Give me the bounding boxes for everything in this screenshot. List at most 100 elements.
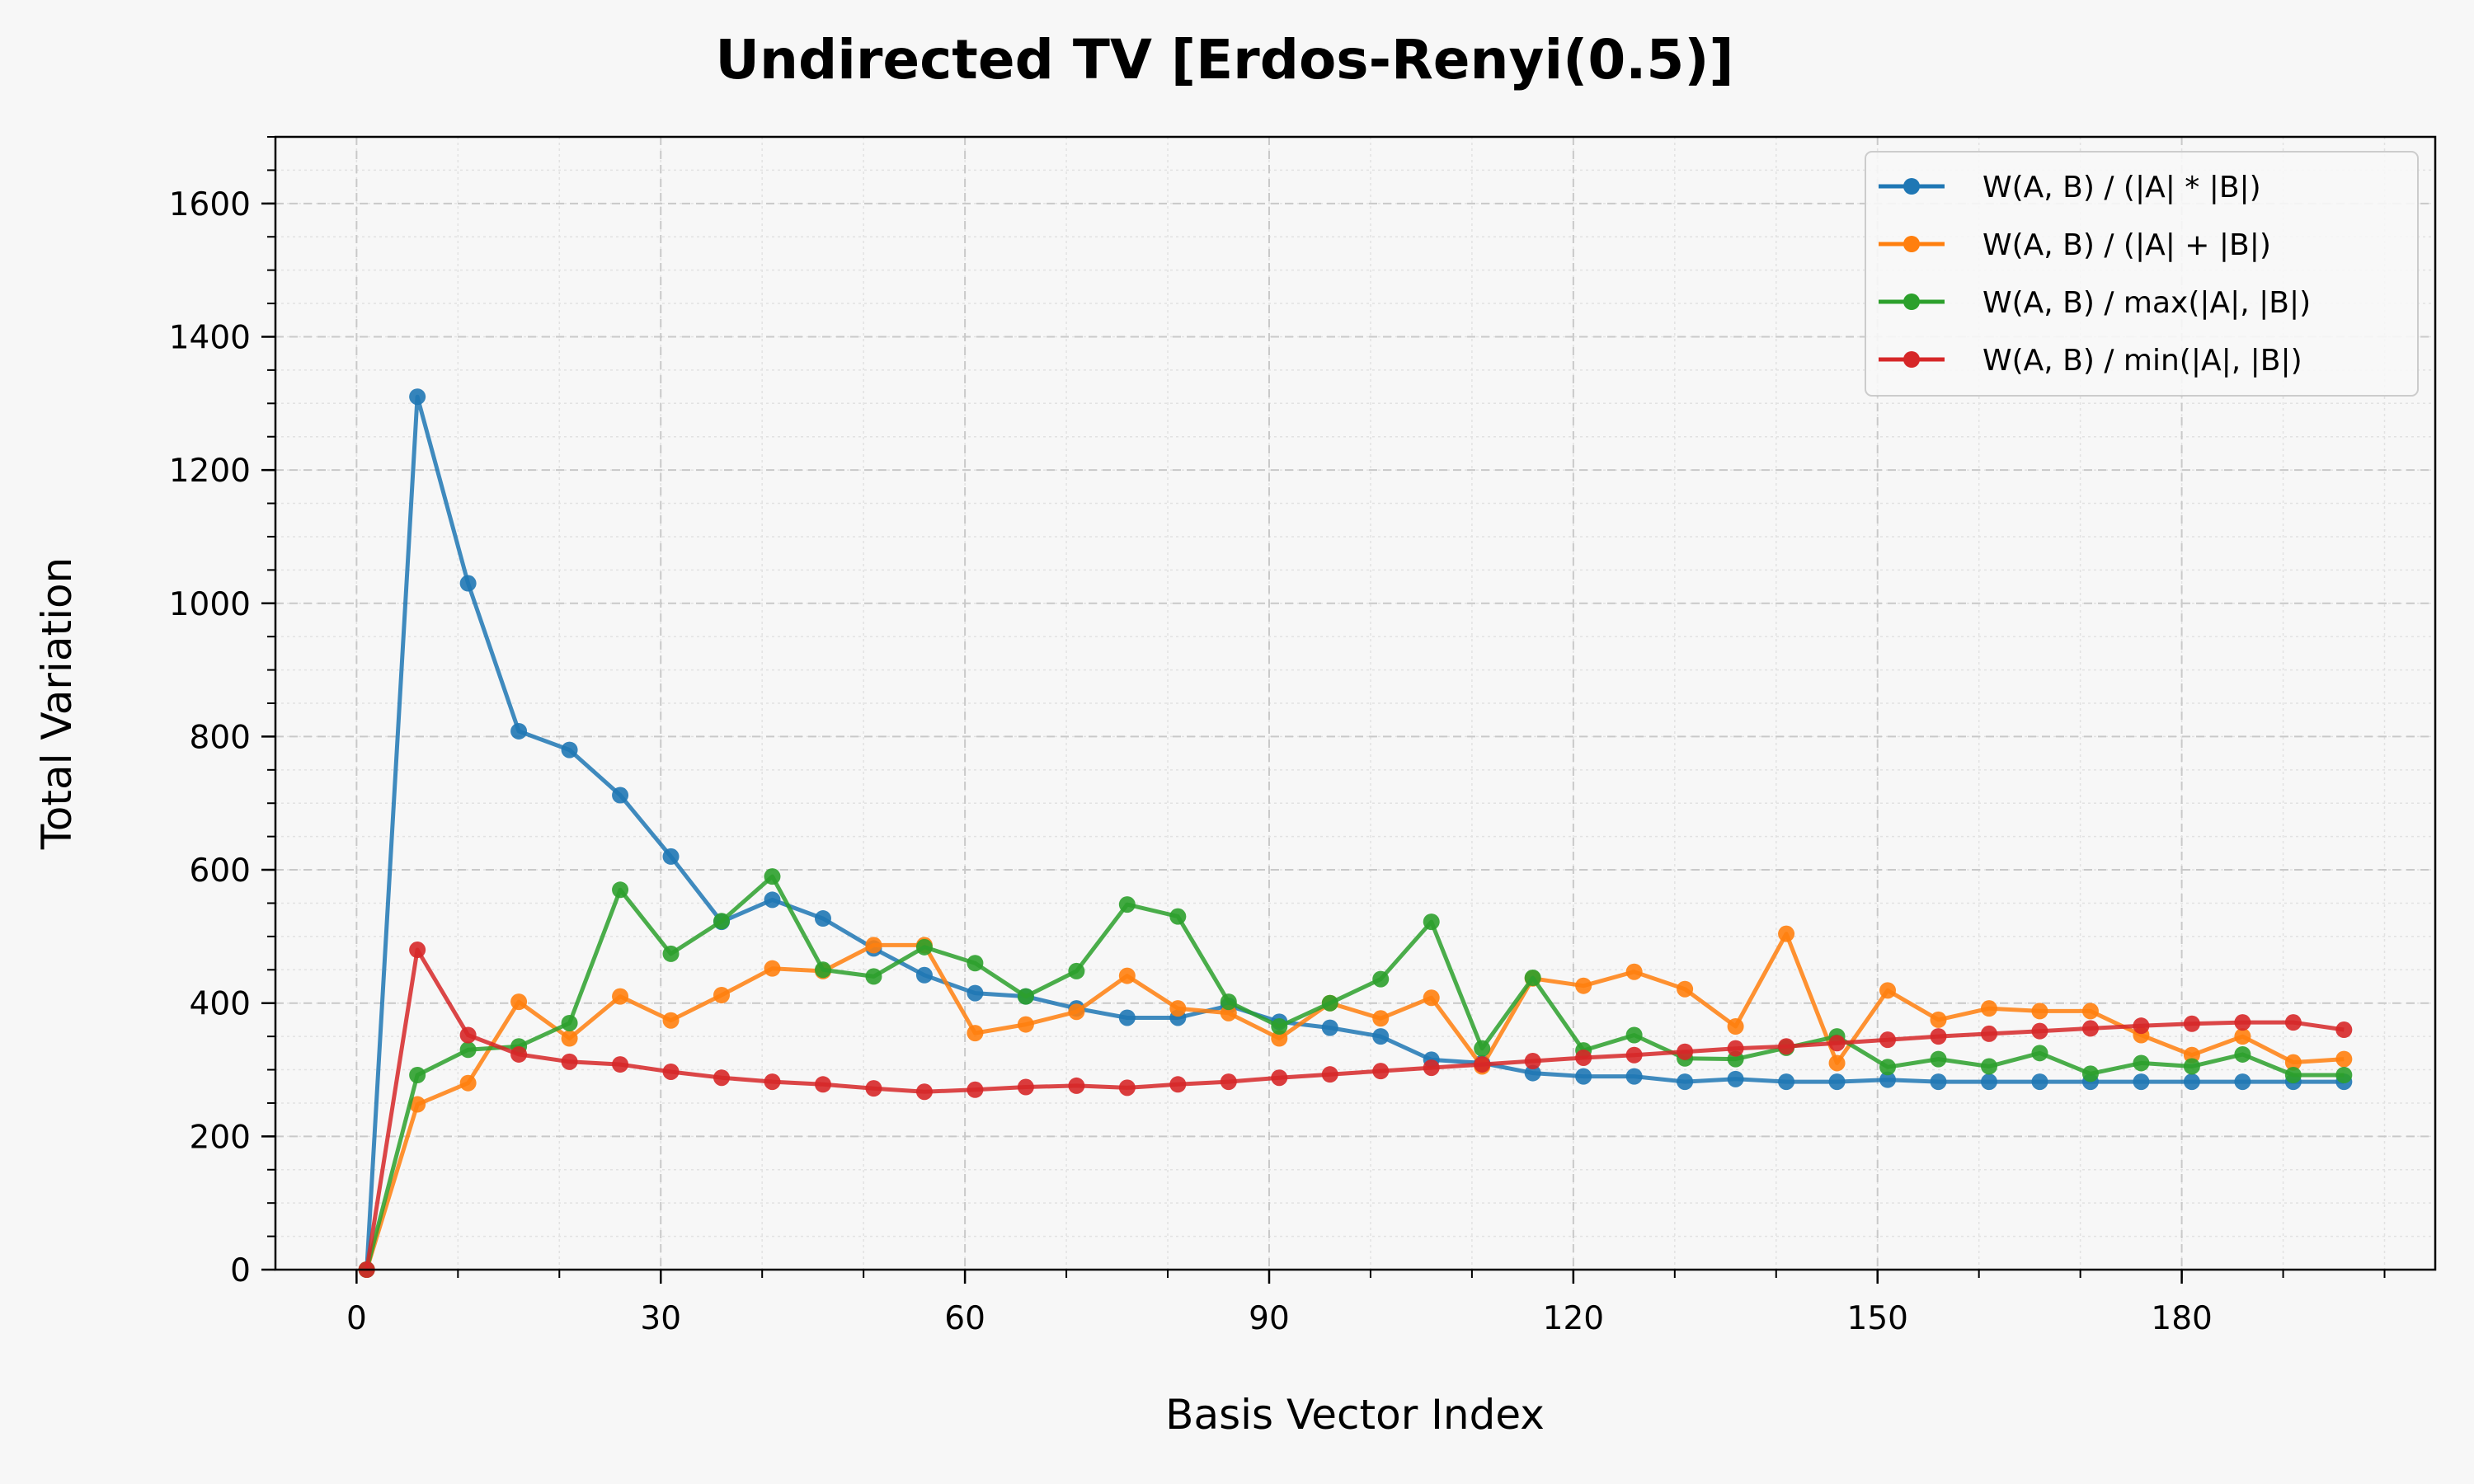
data-point [915, 938, 933, 956]
data-point [1068, 1077, 1085, 1094]
data-point [865, 1080, 882, 1097]
data-point [2183, 1046, 2200, 1064]
data-point [1879, 1059, 1897, 1076]
data-point [1980, 1058, 1997, 1075]
data-point [1575, 1049, 1592, 1066]
series-line [365, 394, 2345, 1270]
legend-marker [1903, 178, 1920, 195]
data-point [1372, 970, 1390, 988]
data-point [409, 1066, 426, 1083]
data-point [2284, 1014, 2302, 1031]
y-axis-label: Total Variation [33, 557, 81, 851]
data-point [2335, 1050, 2353, 1068]
data-point [1930, 1011, 1947, 1028]
y-tick-label: 1600 [169, 186, 251, 223]
data-point [2081, 1020, 2099, 1037]
data-point [1169, 1076, 1187, 1093]
series-line [365, 947, 2345, 1270]
data-point [1879, 1031, 1897, 1049]
data-point [2031, 1022, 2048, 1040]
x-tick-label: 180 [2151, 1300, 2212, 1337]
data-point [814, 961, 831, 979]
data-point [915, 1083, 933, 1101]
data-point [409, 388, 426, 406]
data-point [2031, 1045, 2048, 1062]
data-point [1575, 977, 1592, 994]
data-point [1423, 1059, 1440, 1077]
data-point [459, 575, 477, 592]
data-point [2335, 1066, 2353, 1083]
data-point [1524, 969, 1541, 986]
data-point [2335, 1021, 2353, 1039]
data-point [1778, 1073, 1795, 1091]
legend-marker [1903, 294, 1920, 310]
data-point [1321, 994, 1338, 1012]
data-point [1474, 1056, 1491, 1073]
data-point [1118, 1079, 1136, 1097]
data-point [1930, 1073, 1947, 1091]
data-point [1778, 925, 1795, 942]
legend: W(A, B) / (|A| * |B|) W(A, B) / (|A| + |B… [1865, 151, 2419, 397]
y-tick-label: 600 [190, 852, 251, 890]
data-point [1524, 1064, 1541, 1082]
data-point [1372, 1063, 1390, 1080]
data-point [865, 968, 882, 985]
series-4 [358, 942, 2353, 1278]
x-tick-label: 90 [1249, 1300, 1290, 1337]
data-point [612, 1056, 629, 1073]
x-tick-label: 120 [1543, 1300, 1604, 1337]
data-point [713, 1069, 731, 1087]
data-point [764, 868, 781, 885]
data-point [409, 1096, 426, 1113]
data-point [2081, 1003, 2099, 1020]
legend-entry-1: W(A, B) / (|A| * |B|) [1879, 171, 2261, 204]
data-point [561, 1030, 578, 1047]
data-point [967, 984, 984, 1002]
data-point [2284, 1066, 2302, 1083]
data-point [459, 1074, 477, 1092]
data-point [1727, 1017, 1744, 1035]
data-point [2234, 1045, 2251, 1063]
legend-marker [1903, 236, 1920, 252]
data-point [2284, 1054, 2302, 1071]
data-point [1625, 963, 1643, 980]
data-point [2183, 1015, 2200, 1032]
data-point [865, 937, 882, 954]
data-point [2133, 1054, 2150, 1072]
x-tick-label: 60 [944, 1300, 985, 1337]
legend-entry-4: W(A, B) / min(|A|, |B|) [1879, 344, 2302, 378]
data-point [2234, 1073, 2251, 1091]
x-tick-label: 150 [1847, 1300, 1908, 1337]
legend-label: W(A, B) / min(|A|, |B|) [1982, 344, 2302, 378]
data-point [612, 787, 629, 804]
data-point [1118, 896, 1136, 913]
data-point [561, 1014, 578, 1031]
data-point [764, 960, 781, 977]
data-point [459, 1026, 477, 1044]
data-point [915, 966, 933, 984]
data-point [1980, 1000, 1997, 1017]
data-point [1321, 1019, 1338, 1036]
data-point [612, 988, 629, 1005]
data-point [1068, 1003, 1085, 1021]
y-tick-label: 400 [190, 986, 251, 1023]
data-point [713, 913, 731, 930]
data-point [1727, 1040, 1744, 1057]
data-point [1828, 1054, 1846, 1072]
data-point [1625, 1026, 1643, 1044]
data-point [1879, 982, 1897, 999]
legend-entry-3: W(A, B) / max(|A|, |B|) [1879, 286, 2311, 320]
data-point [2081, 1065, 2099, 1082]
data-point [967, 1025, 984, 1042]
legend-label: W(A, B) / (|A| * |B|) [1982, 171, 2261, 204]
data-point [764, 1073, 781, 1091]
data-point [1980, 1073, 1997, 1091]
data-point [814, 910, 831, 928]
data-point [510, 722, 528, 740]
data-point [1271, 1069, 1288, 1087]
data-point [1271, 1030, 1288, 1047]
data-point [1727, 1070, 1744, 1087]
data-point [1017, 988, 1034, 1005]
legend-marker [1903, 351, 1920, 368]
